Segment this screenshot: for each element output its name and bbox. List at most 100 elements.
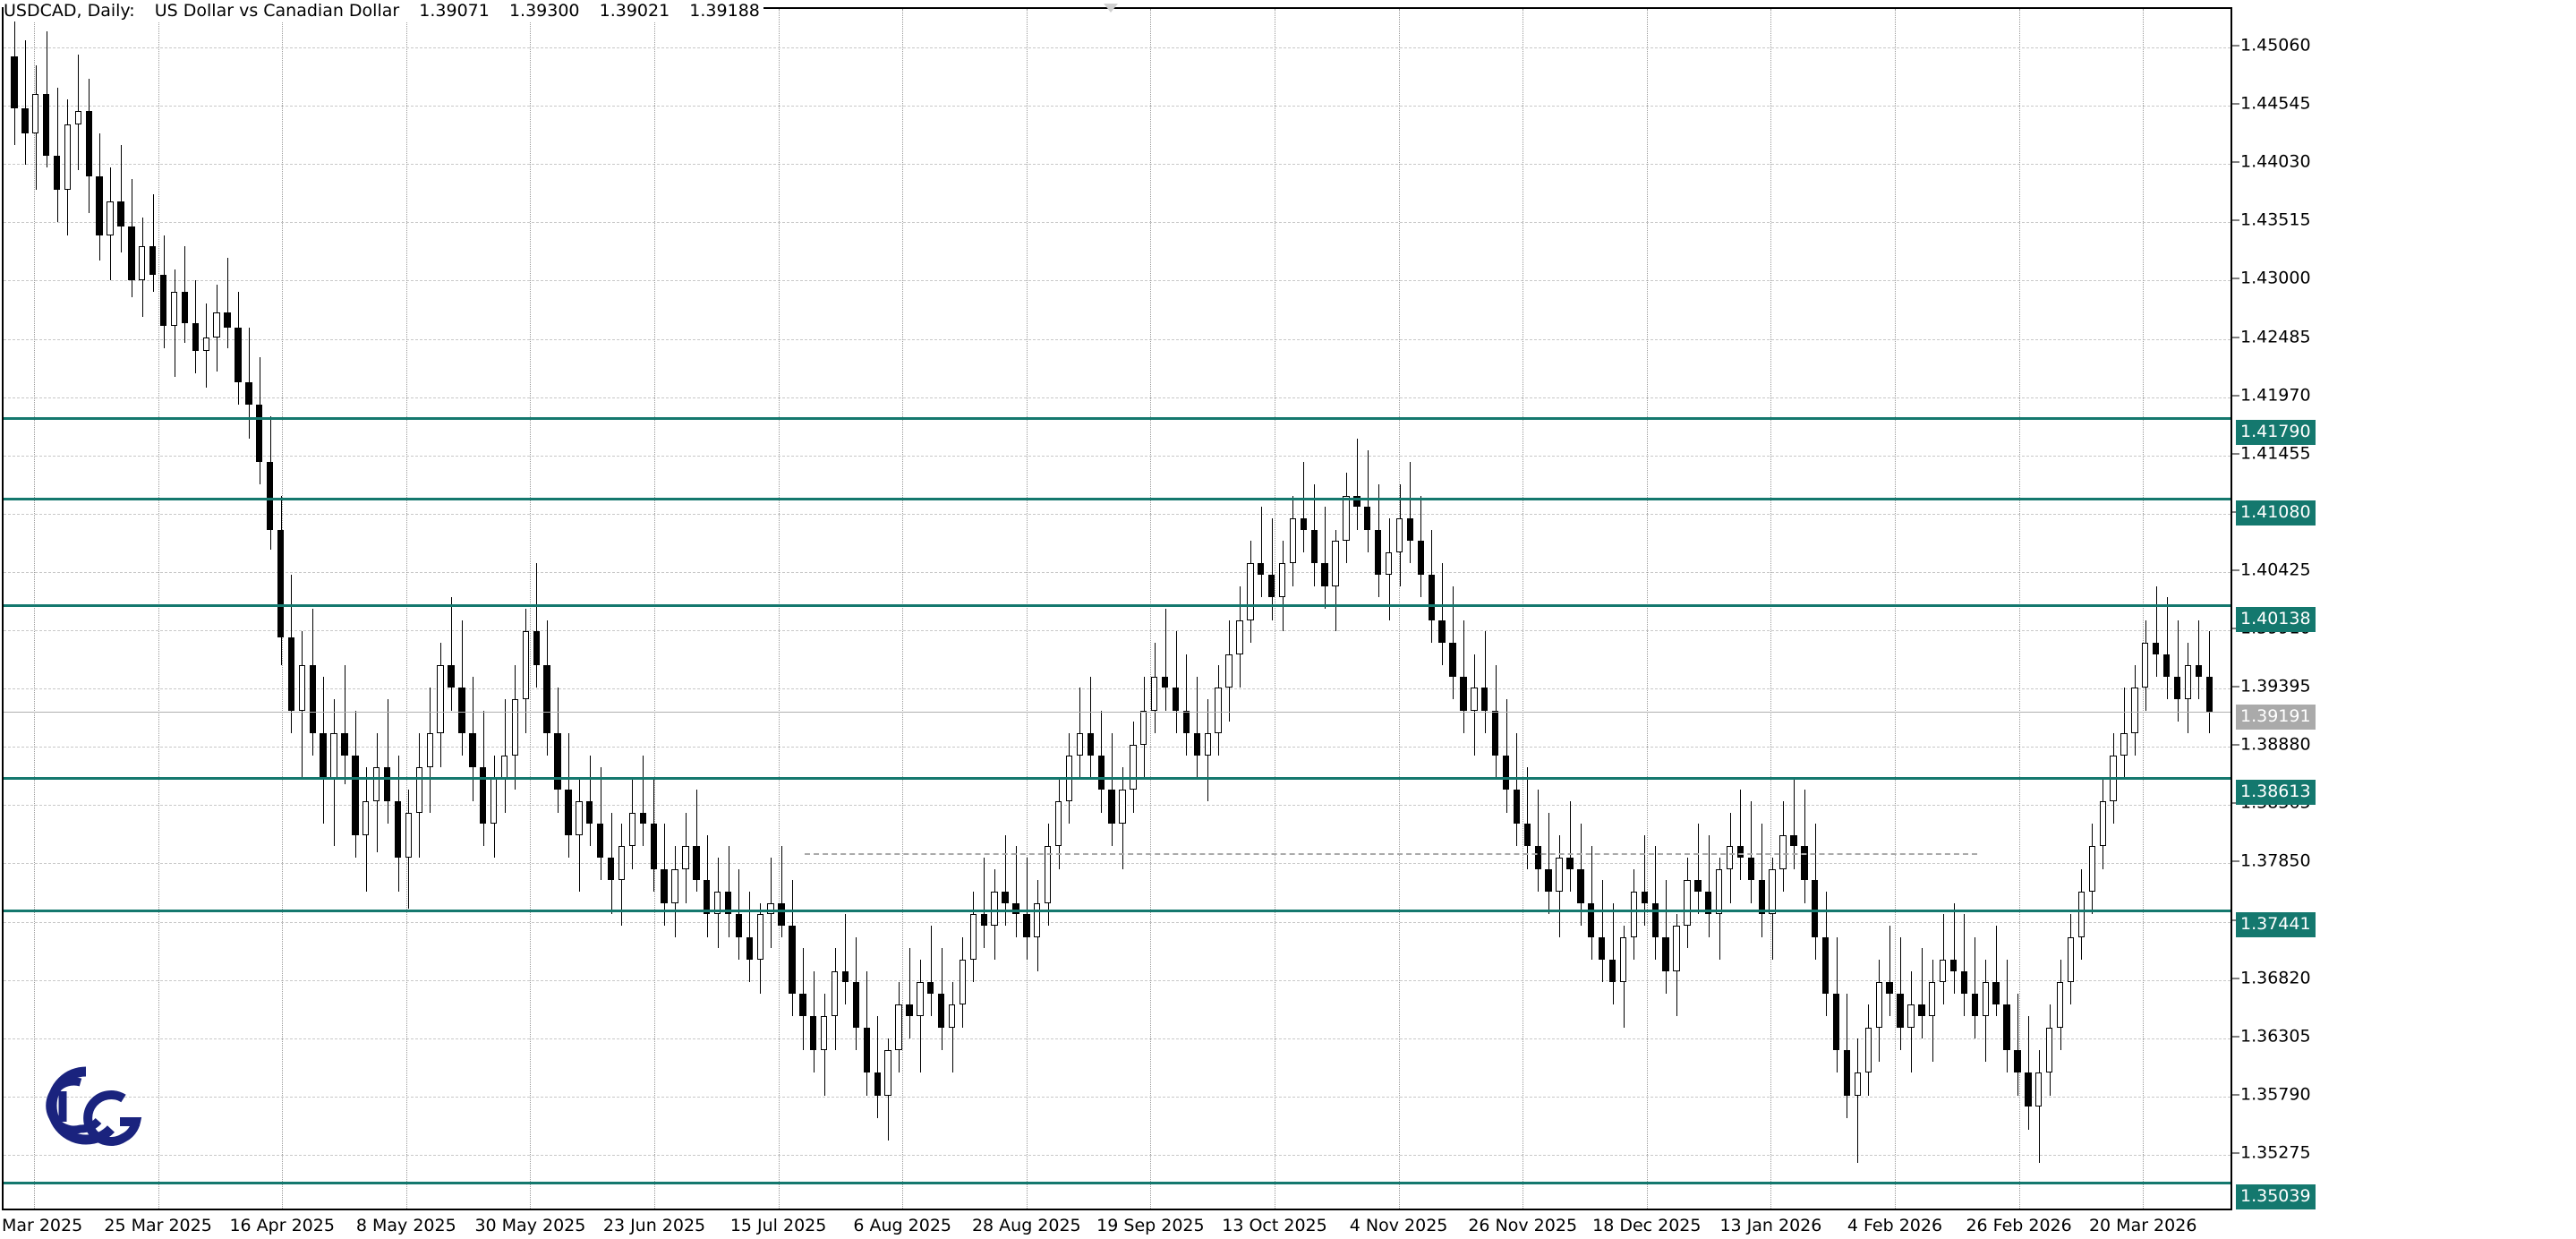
- time-axis[interactable]: 3 Mar 2025 25 Mar 2025 16 Apr 2025 8 May 20…: [0, 1214, 2576, 1239]
- gridline-horizontal: [4, 397, 2231, 398]
- price-tick-label: 1.41455: [2232, 445, 2311, 462]
- candle-body: [1694, 880, 1702, 893]
- support-resistance-line[interactable]: [4, 604, 2231, 608]
- plot-area[interactable]: [2, 7, 2232, 1210]
- candle-wick: [1613, 902, 1614, 1005]
- price-tick-label: 1.36820: [2232, 970, 2311, 987]
- candle-wick: [1570, 800, 1571, 893]
- candle-wick: [1698, 824, 1699, 915]
- candle-wick: [1538, 790, 1539, 893]
- candle-body: [959, 959, 967, 1005]
- candle-body: [1747, 858, 1755, 881]
- candle-body: [2025, 1072, 2032, 1107]
- candle-body: [170, 292, 178, 326]
- candle-body: [1523, 824, 1531, 847]
- candle-body: [1204, 733, 1211, 756]
- date-tick-label: 23 Jun 2025: [602, 1216, 706, 1235]
- gridline-vertical: [1770, 9, 1772, 1209]
- candle-body: [1949, 959, 1958, 971]
- candle-body: [1929, 982, 1936, 1017]
- gridline-vertical: [2143, 9, 2145, 1209]
- candle-body: [1662, 936, 1669, 971]
- candle-wick: [1165, 609, 1166, 711]
- gridline-horizontal: [4, 1038, 2231, 1039]
- candle-body: [1215, 688, 1222, 734]
- candle-body: [1705, 892, 1712, 915]
- candle-body: [320, 733, 327, 779]
- support-resistance-line[interactable]: [4, 1181, 2231, 1184]
- candle-body: [1428, 575, 1435, 620]
- candle-body: [810, 1016, 817, 1051]
- gridline-horizontal: [4, 280, 2231, 282]
- level-price-badge[interactable]: 1.37441: [2236, 912, 2316, 938]
- candle-body: [437, 665, 444, 734]
- candle-body: [1832, 993, 1840, 1050]
- candle-body: [192, 323, 199, 351]
- candle-body: [1779, 834, 1787, 869]
- candle-wick: [1644, 834, 1645, 926]
- candle-wick: [1368, 450, 1369, 552]
- candle-body: [1054, 800, 1062, 847]
- candle-body: [1034, 902, 1041, 937]
- candle-body: [874, 1072, 881, 1096]
- gridline-vertical: [2018, 9, 2020, 1209]
- candle-body: [991, 892, 998, 926]
- current-price-badge[interactable]: 1.39191: [2236, 704, 2316, 730]
- price-tick-label: 1.35790: [2232, 1086, 2311, 1103]
- candle-body: [500, 756, 508, 779]
- candle-wick: [121, 144, 122, 252]
- candle-body: [1258, 563, 1265, 576]
- level-price-badge[interactable]: 1.35039: [2236, 1183, 2316, 1209]
- candle-body: [1267, 575, 1275, 598]
- candle-body: [969, 914, 977, 960]
- candle-body: [1630, 892, 1638, 937]
- candle-body: [1790, 834, 1797, 847]
- candle-body: [511, 699, 519, 756]
- level-price-badge[interactable]: 1.38613: [2236, 779, 2316, 805]
- candle-body: [1588, 902, 1595, 937]
- candle-body: [1321, 563, 1328, 586]
- date-tick-label: 4 Nov 2025: [1349, 1216, 1448, 1235]
- level-price-badge[interactable]: 1.40138: [2236, 607, 2316, 633]
- candle-wick: [984, 858, 985, 949]
- candle-body: [1684, 880, 1691, 926]
- candle-body: [1513, 790, 1521, 825]
- candle-body: [554, 733, 561, 790]
- candle-body: [1247, 563, 1254, 620]
- gridline-horizontal: [4, 106, 2231, 107]
- candle-body: [107, 201, 114, 235]
- candle-body: [2184, 665, 2192, 700]
- candle-body: [1193, 733, 1200, 756]
- candle-body: [756, 914, 763, 960]
- price-axis[interactable]: 1.45060 1.44545 1.44030 1.43515 1.43000 1.424…: [2232, 7, 2574, 1210]
- support-resistance-line[interactable]: [4, 776, 2231, 780]
- level-price-badge[interactable]: 1.41790: [2236, 420, 2316, 446]
- candle-body: [1438, 620, 1446, 643]
- candle-wick: [1186, 654, 1187, 756]
- candle-body: [1406, 517, 1414, 542]
- candle-body: [713, 892, 721, 915]
- candle-body: [1385, 551, 1393, 576]
- support-resistance-line[interactable]: [4, 417, 2231, 421]
- gridline-horizontal: [4, 338, 2231, 340]
- date-tick-label: 8 May 2025: [355, 1216, 456, 1235]
- gridline-vertical: [778, 9, 780, 1209]
- support-resistance-line[interactable]: [4, 910, 2231, 913]
- candle-wick: [536, 563, 537, 688]
- candle-body: [96, 176, 103, 235]
- candle-body: [1151, 676, 1158, 711]
- candle-wick: [931, 925, 932, 1017]
- candle-body: [1172, 688, 1180, 711]
- support-resistance-line[interactable]: [4, 498, 2231, 501]
- candle-body: [1939, 959, 1947, 983]
- candle-body: [256, 405, 263, 462]
- level-price-badge[interactable]: 1.41080: [2236, 500, 2316, 526]
- candle-wick: [1325, 507, 1326, 609]
- candle-body: [1044, 846, 1052, 903]
- candle-body: [1608, 959, 1616, 983]
- candle-body: [2142, 642, 2149, 688]
- candle-wick: [1410, 461, 1411, 564]
- candle-body: [53, 156, 61, 191]
- candle-body: [980, 914, 987, 926]
- candle-body: [1491, 710, 1499, 756]
